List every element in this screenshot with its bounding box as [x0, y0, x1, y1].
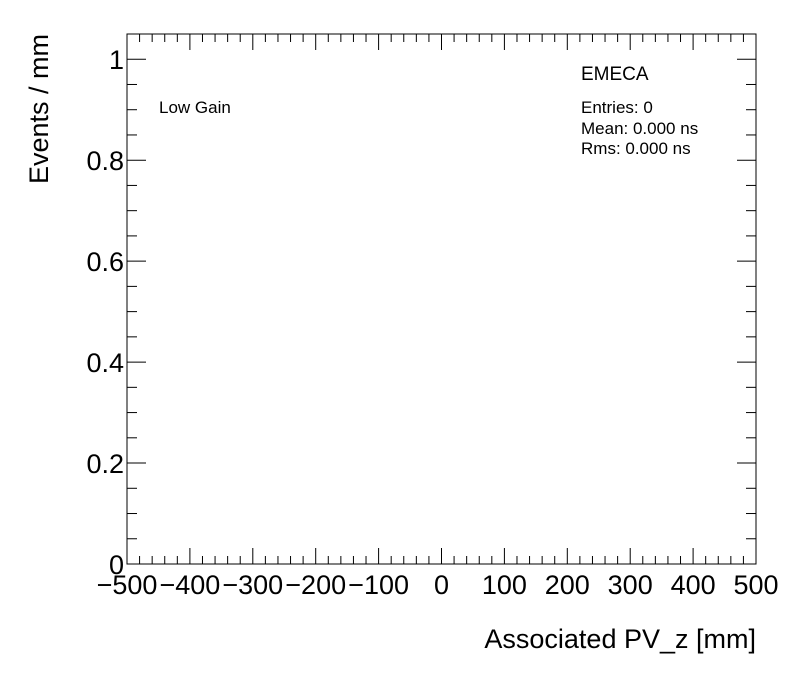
x-tick-label: 400: [671, 570, 716, 600]
y-tick-label: 0.2: [86, 449, 124, 479]
x-tick-label: 200: [545, 570, 590, 600]
low-gain-label: Low Gain: [159, 98, 231, 117]
x-tick-label: 500: [733, 570, 778, 600]
y-tick-label: 1: [109, 45, 124, 75]
x-tick-label: −500: [97, 570, 158, 600]
x-tick-label: 300: [608, 570, 653, 600]
rms-stat: Rms: 0.000 ns: [581, 139, 691, 158]
y-axis-label: Events / mm: [24, 34, 54, 184]
x-axis-label: Associated PV_z [mm]: [484, 624, 756, 654]
plot-frame: [126, 33, 757, 565]
y-tick-label: 0.8: [86, 146, 124, 176]
x-tick-label: −400: [159, 570, 220, 600]
x-tick-label: 0: [434, 570, 449, 600]
x-tick-label: 100: [482, 570, 527, 600]
y-tick-label: 0.6: [86, 247, 124, 277]
x-tick-label: −300: [222, 570, 283, 600]
detector-label: EMECA: [581, 64, 649, 85]
mean-stat: Mean: 0.000 ns: [581, 119, 698, 138]
y-tick-label: 0.4: [86, 348, 124, 378]
x-tick-label: −200: [285, 570, 346, 600]
labels-layer: −500 −400 −300 −200 −100 0 100 200 300 400 500 0 0.2…: [86, 45, 778, 600]
x-tick-label: −100: [348, 570, 409, 600]
y-tick-label: 0: [109, 550, 124, 580]
entries-stat: Entries: 0: [581, 98, 653, 117]
